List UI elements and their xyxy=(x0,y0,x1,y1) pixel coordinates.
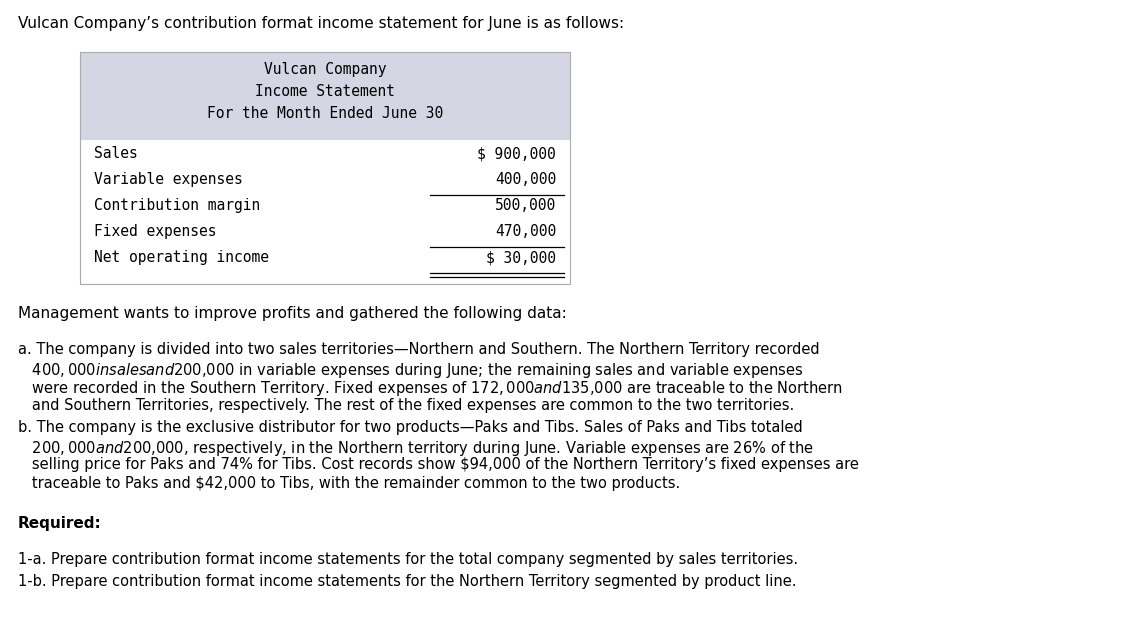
Text: Income Statement: Income Statement xyxy=(255,84,394,99)
FancyBboxPatch shape xyxy=(80,140,570,284)
Text: 1-b. Prepare contribution format income statements for the Northern Territory se: 1-b. Prepare contribution format income … xyxy=(18,574,797,589)
Text: $ 30,000: $ 30,000 xyxy=(486,250,556,265)
Text: Vulcan Company: Vulcan Company xyxy=(263,62,386,77)
FancyBboxPatch shape xyxy=(80,52,570,140)
Text: Variable expenses: Variable expenses xyxy=(93,172,243,187)
Text: 1-a. Prepare contribution format income statements for the total company segment: 1-a. Prepare contribution format income … xyxy=(18,552,798,567)
Text: Management wants to improve profits and gathered the following data:: Management wants to improve profits and … xyxy=(18,306,567,321)
Text: a. The company is divided into two sales territories—Northern and Southern. The : a. The company is divided into two sales… xyxy=(18,342,820,357)
Text: Vulcan Company’s contribution format income statement for June is as follows:: Vulcan Company’s contribution format inc… xyxy=(18,16,624,31)
Text: Fixed expenses: Fixed expenses xyxy=(93,224,217,239)
Text: For the Month Ended June 30: For the Month Ended June 30 xyxy=(206,106,443,121)
Text: selling price for Paks and 74% for Tibs. Cost records show $94,000 of the Northe: selling price for Paks and 74% for Tibs.… xyxy=(18,457,858,472)
Text: $400,000 in sales and $200,000 in variable expenses during June; the remaining s: $400,000 in sales and $200,000 in variab… xyxy=(18,361,804,379)
Text: 470,000: 470,000 xyxy=(495,224,556,239)
Text: and Southern Territories, respectively. The rest of the fixed expenses are commo: and Southern Territories, respectively. … xyxy=(18,397,795,413)
Text: b. The company is the exclusive distributor for two products—Paks and Tibs. Sale: b. The company is the exclusive distribu… xyxy=(18,420,803,435)
Text: traceable to Paks and $42,000 to Tibs, with the remainder common to the two prod: traceable to Paks and $42,000 to Tibs, w… xyxy=(18,475,681,491)
Text: 500,000: 500,000 xyxy=(495,198,556,213)
Text: 400,000: 400,000 xyxy=(495,172,556,187)
Text: Sales: Sales xyxy=(93,146,138,161)
Text: $200,000 and $200,000, respectively, in the Northern territory during June. Vari: $200,000 and $200,000, respectively, in … xyxy=(18,439,814,457)
Text: Net operating income: Net operating income xyxy=(93,250,269,265)
Text: Contribution margin: Contribution margin xyxy=(93,198,260,213)
Text: were recorded in the Southern Territory. Fixed expenses of $172,000 and $135,000: were recorded in the Southern Territory.… xyxy=(18,379,842,398)
Text: Required:: Required: xyxy=(18,516,101,531)
Text: $ 900,000: $ 900,000 xyxy=(478,146,556,161)
